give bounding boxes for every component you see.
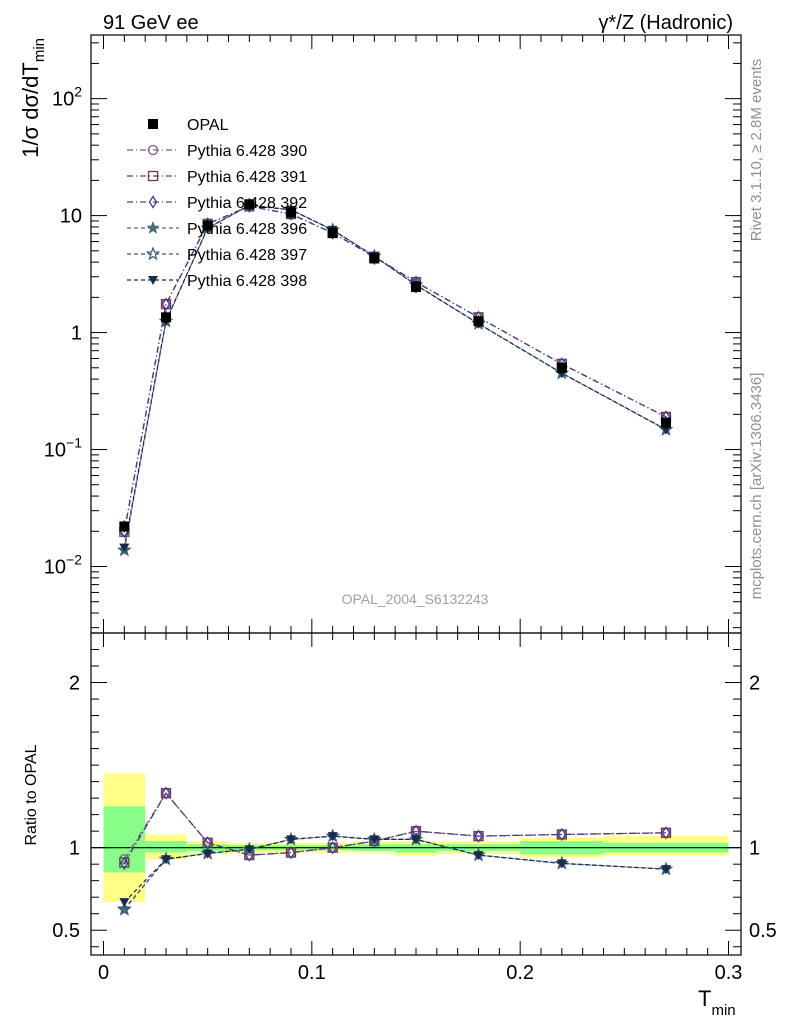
ratio-series-point — [473, 851, 484, 861]
ratio-series-line — [123, 835, 667, 903]
legend-marker — [148, 276, 158, 285]
data-point — [161, 312, 171, 323]
y-tick-label: 1 — [71, 323, 82, 345]
legend-label: Pythia 6.428 398 — [187, 273, 307, 290]
ratio-series-point — [661, 865, 671, 875]
legend-marker — [148, 195, 158, 209]
x-tick-label: 0 — [98, 962, 109, 984]
rivet-version-label: Rivet 3.1.10, ≥ 2.8M events — [748, 59, 765, 242]
data-point — [119, 521, 130, 532]
legend-label: Pythia 6.428 396 — [187, 221, 307, 238]
ratio-series-point — [117, 901, 132, 915]
main-series-line — [123, 204, 667, 548]
legend-marker — [145, 246, 161, 261]
ratio-series-point — [369, 835, 380, 845]
ratio-y-tick-label: 1 — [69, 838, 80, 860]
ratio-series-point — [286, 835, 296, 845]
data-point — [661, 417, 671, 428]
data-point — [473, 316, 484, 327]
ratio-series-point — [328, 840, 337, 855]
ratio-y-tick-label: 0.5 — [52, 920, 80, 942]
ratio-series-point — [120, 856, 129, 871]
y-tick-label: 10−2 — [44, 551, 82, 578]
header-left-label: 91 GeV ee — [103, 12, 199, 34]
x-tick-label: 0.1 — [298, 962, 326, 984]
legend-label: Pythia 6.428 392 — [187, 195, 307, 212]
ratio-y-tick-label-right: 2 — [749, 673, 760, 695]
legend-label: Pythia 6.428 391 — [187, 169, 307, 186]
x-axis-label: Tmin — [698, 986, 736, 1019]
data-point — [369, 253, 380, 264]
header-right-label: γ*/Z (Hadronic) — [599, 12, 733, 34]
ratio-series-point — [474, 829, 483, 843]
legend-label: Pythia 6.428 397 — [187, 247, 307, 264]
legend-label-data: OPAL — [187, 117, 229, 134]
ratio-frame — [90, 632, 742, 956]
ratio-y-tick-label-right: 0.5 — [749, 920, 777, 942]
x-tick-label: 0.3 — [715, 962, 743, 984]
ratio-series-point — [661, 826, 671, 840]
main-series-point — [661, 425, 671, 435]
data-point — [556, 362, 567, 373]
ratio-band-green — [145, 841, 187, 853]
ratio-series-point — [116, 901, 132, 916]
legend-label: Pythia 6.428 390 — [187, 143, 307, 160]
x-tick-label: 0.2 — [506, 962, 534, 984]
ratio-series-point — [244, 845, 255, 855]
ratio-plot: 0.5 0.5 1 1 2 2 Ratio to OPAL — [23, 632, 777, 956]
analysis-watermark: OPAL_2004_S6132243 — [342, 591, 489, 607]
legend: OPAL Pythia 6.428 390 Pythia 6.428 391 Pyth… — [127, 117, 307, 290]
legend-marker-data — [148, 119, 158, 129]
y-tick-label: 10 — [60, 206, 82, 228]
legend-marker — [147, 170, 159, 182]
main-series-line — [123, 205, 667, 532]
data-point — [411, 282, 421, 293]
ratio-series-point — [411, 835, 421, 845]
main-series-point — [116, 542, 132, 557]
ratio-series-point — [286, 845, 296, 860]
y-tick-label: 102 — [52, 84, 82, 111]
ratio-series-point — [161, 786, 171, 800]
y-tick-label: 10−1 — [44, 435, 82, 462]
ratio-series-point — [327, 832, 338, 842]
ratio-band-green — [395, 844, 437, 853]
ratio-series-point — [556, 859, 567, 869]
data-point — [327, 227, 338, 238]
data-point — [202, 220, 213, 231]
mcplots-label: mcplots.cern.ch [arXiv:1306.3436] — [748, 373, 765, 600]
legend-marker — [147, 144, 159, 156]
ratio-y-tick-label-right: 1 — [749, 838, 760, 860]
ratio-series-point — [557, 827, 567, 842]
data-point — [286, 207, 296, 218]
ratio-series-point — [202, 849, 213, 859]
main-series-point — [119, 543, 130, 553]
plot-labels: 91 GeV ee γ*/Z (Hadronic) OPAL_2004_S613… — [103, 12, 765, 607]
ratio-series-point — [119, 898, 130, 908]
main-y-axis-label: 1/σ dσ/dTmin — [18, 38, 48, 158]
ratio-y-axis-label: Ratio to OPAL — [23, 744, 40, 845]
ratio-series-line — [123, 792, 667, 864]
ratio-series-point — [161, 855, 171, 865]
legend-marker — [146, 220, 160, 234]
data-point — [244, 199, 255, 210]
main-series-point — [161, 297, 171, 311]
ratio-y-tick-label: 2 — [69, 673, 80, 695]
